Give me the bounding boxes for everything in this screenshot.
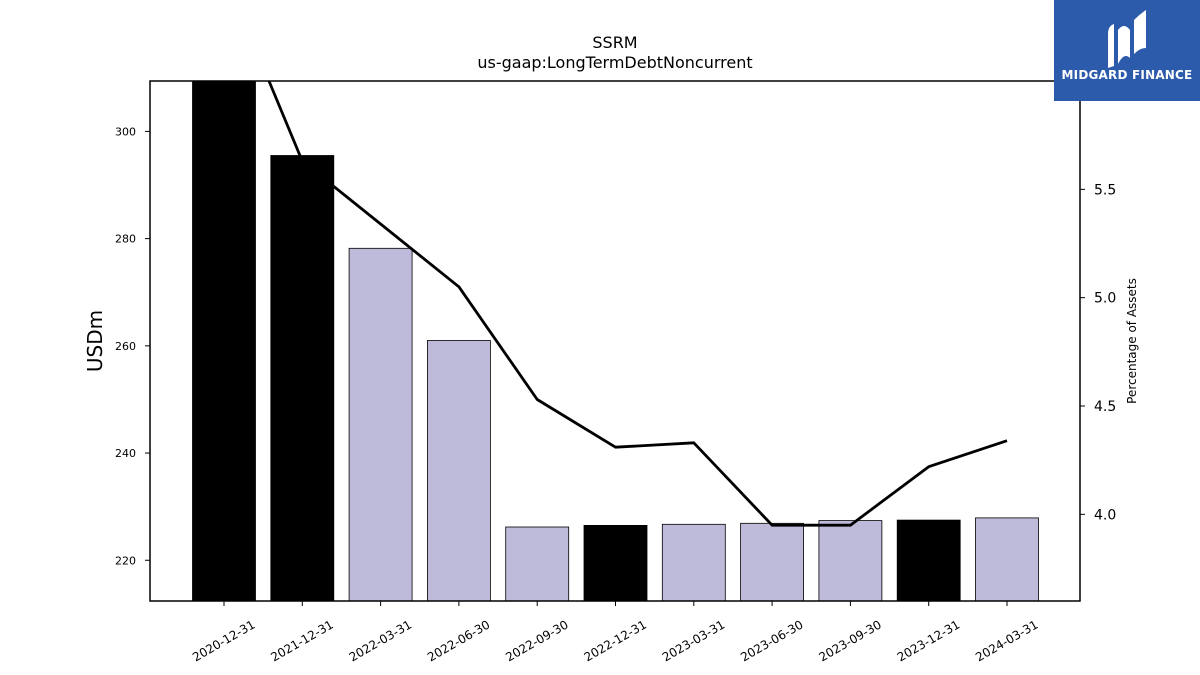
y2-tick-label: 5.0 — [1094, 291, 1116, 307]
bar-2020-12-31 — [192, 80, 256, 602]
y2-tick-label: 5.5 — [1094, 182, 1116, 198]
chart-title: SSRM — [592, 33, 637, 52]
y-tick-label: 220 — [115, 554, 136, 567]
percentage-of-assets-line — [267, 81, 1008, 527]
y-tick-label: 240 — [115, 447, 136, 460]
x-tick-label: 2023-06-30 — [738, 617, 805, 664]
y-tick-label: 300 — [115, 125, 136, 138]
bar-2022-06-30 — [426, 340, 491, 602]
y2-tick-label: 4.5 — [1094, 399, 1116, 415]
x-tick-label: 2022-06-30 — [425, 617, 492, 664]
x-tick-label: 2023-09-30 — [816, 617, 883, 664]
y2-tick-label: 4.0 — [1094, 507, 1116, 523]
y-axis-left: 220 240 260 280 300 — [115, 125, 150, 567]
bar-2023-03-31 — [661, 523, 726, 602]
bar-2023-09-30 — [818, 520, 883, 602]
x-tick-label: 2021-12-31 — [268, 617, 335, 664]
y-axis-right: 4.0 4.5 5.0 5.5 — [1080, 182, 1116, 523]
y-tick-label: 280 — [115, 233, 136, 246]
bar-2023-12-31 — [896, 519, 961, 602]
chart-subtitle: us-gaap:LongTermDebtNoncurrent — [477, 53, 752, 72]
bar-2024-03-31 — [975, 517, 1039, 602]
bar-2022-03-31 — [348, 247, 413, 602]
x-tick-label: 2023-12-31 — [895, 617, 962, 664]
x-tick-label: 2020-12-31 — [190, 617, 257, 664]
x-axis: 2020-12-31 2021-12-31 2022-03-31 2022-06-30… — [190, 601, 1041, 664]
bar-2022-09-30 — [505, 526, 570, 602]
x-tick-label: 2022-03-31 — [347, 617, 414, 664]
bar-2021-12-31 — [270, 155, 335, 602]
bar-2023-06-30 — [740, 522, 804, 602]
percentage-line-group — [267, 81, 1008, 527]
y-tick-label: 260 — [115, 340, 136, 353]
x-tick-label: 2022-09-30 — [503, 617, 570, 664]
brand-logo: MIDGARD FINANCE — [1054, 0, 1200, 101]
brand-name: MIDGARD FINANCE — [1061, 68, 1193, 82]
midgard-logo-icon — [1108, 10, 1146, 68]
x-tick-label: 2022-12-31 — [582, 617, 649, 664]
x-tick-label: 2023-03-31 — [660, 617, 727, 664]
bar-2022-12-31 — [583, 525, 648, 602]
x-tick-label: 2024-03-31 — [973, 617, 1040, 664]
y2-axis-label: Percentage of Assets — [1125, 278, 1139, 404]
y-axis-label: USDm — [83, 310, 107, 372]
bar-group — [192, 80, 1039, 602]
